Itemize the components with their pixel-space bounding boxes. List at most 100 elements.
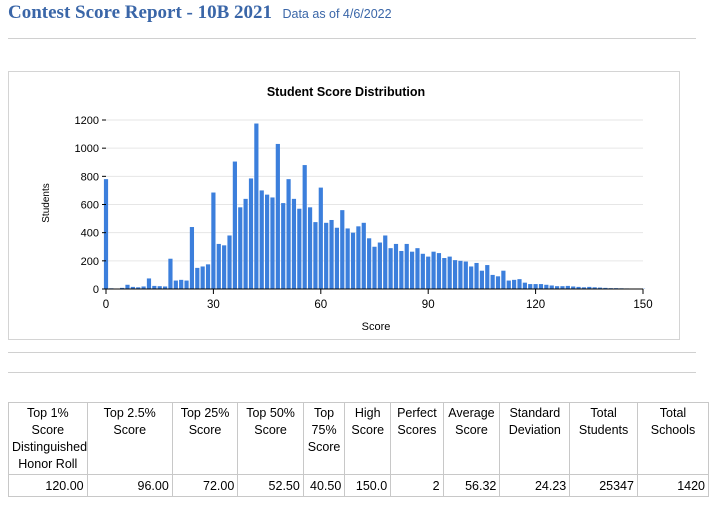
y-tick-label: 200 (81, 256, 99, 268)
bar (452, 260, 458, 289)
score-distribution-chart: Student Score Distribution Students Scor… (8, 71, 680, 340)
bar (254, 123, 259, 289)
bar (248, 178, 254, 289)
y-tick-label: 600 (81, 200, 99, 212)
divider (8, 372, 696, 373)
bar (146, 278, 152, 289)
bar (318, 187, 323, 289)
bar (162, 286, 168, 289)
stats-table: Top 1% Score Distinguished Honor Roll To… (8, 402, 710, 497)
bar (597, 287, 603, 289)
value-cell: 1420 (636, 474, 710, 497)
bar (103, 179, 109, 289)
value-cell: 150.0 (344, 474, 392, 497)
y-tick-label: 800 (81, 171, 99, 183)
bar (265, 194, 270, 289)
bar (587, 286, 592, 289)
report-title: Contest Score Report - 10B 2021 (8, 2, 273, 23)
bar (538, 284, 544, 289)
axes: 0 200 400 600 800 1000 1200 0 30 60 90 120 150 (75, 115, 653, 311)
bar (350, 232, 356, 289)
bar (345, 228, 350, 289)
bar (474, 262, 479, 289)
bar (377, 242, 382, 289)
value-cell: 120.00 (8, 474, 88, 497)
value-cell: 24.23 (499, 474, 571, 497)
bar (447, 256, 452, 289)
stats-header-row: Top 1% Score Distinguished Honor Roll To… (8, 402, 710, 475)
bars (103, 123, 646, 290)
header-cell: Total Students (569, 402, 638, 475)
bar (125, 284, 130, 289)
chart-title: Student Score Distribution (267, 85, 425, 99)
y-tick-label: 1000 (75, 143, 99, 155)
bar (415, 248, 420, 289)
bar (603, 287, 608, 289)
bar (227, 235, 232, 289)
bar (270, 197, 275, 289)
bar (297, 208, 302, 289)
bar (592, 287, 597, 289)
gridlines (106, 119, 643, 262)
value-cell: 52.50 (237, 474, 304, 497)
header-cell: Average Score (442, 402, 501, 475)
bar (571, 286, 576, 289)
bar (302, 165, 307, 289)
x-tick-label: 0 (103, 299, 109, 311)
bar (195, 267, 200, 290)
value-cell: 40.50 (302, 474, 346, 497)
bar (211, 192, 216, 289)
divider (8, 38, 696, 39)
header-cell: Top 75% Score (302, 402, 346, 475)
bar (533, 284, 538, 289)
bar (173, 280, 178, 289)
bar (404, 243, 409, 289)
bar (141, 286, 146, 289)
bar (372, 246, 377, 289)
bar (152, 285, 157, 289)
bar (205, 264, 211, 289)
bar (168, 258, 173, 289)
bar (565, 285, 570, 289)
bar (281, 203, 286, 289)
bar (200, 266, 205, 289)
y-tick-label: 0 (93, 284, 99, 296)
value-cell: 72.00 (171, 474, 239, 497)
divider (8, 352, 696, 353)
bar (442, 258, 447, 289)
bar (259, 190, 264, 289)
bar (512, 279, 517, 289)
header-cell: Perfect Scores (390, 402, 444, 475)
header-cell: High Score (344, 402, 392, 475)
x-tick-label: 60 (314, 299, 327, 311)
bar (528, 284, 533, 289)
bar (313, 222, 318, 289)
value-cell: 56.32 (442, 474, 501, 497)
bar (581, 287, 587, 289)
bar (136, 287, 141, 289)
bar (399, 250, 404, 289)
x-tick-label: 30 (207, 299, 220, 311)
bar (426, 256, 431, 289)
bar (490, 274, 495, 289)
bar (436, 253, 442, 289)
bar (544, 284, 549, 289)
bar (216, 243, 221, 289)
bar (506, 280, 511, 289)
header-cell: Top 25% Score (171, 402, 239, 475)
data-as-of: Data as of 4/6/2022 (282, 7, 392, 21)
bar (179, 279, 184, 289)
bar (184, 280, 189, 289)
bar (554, 286, 560, 289)
bar (238, 207, 243, 289)
bar (393, 243, 399, 289)
bar (388, 248, 393, 289)
bar (458, 260, 463, 289)
bar (361, 222, 366, 289)
bar (243, 198, 248, 289)
bar (356, 226, 361, 289)
value-cell: 96.00 (86, 474, 173, 497)
value-cell: 25347 (569, 474, 638, 497)
y-tick-label: 1200 (75, 115, 99, 127)
header-cell: Top 50% Score (237, 402, 304, 475)
